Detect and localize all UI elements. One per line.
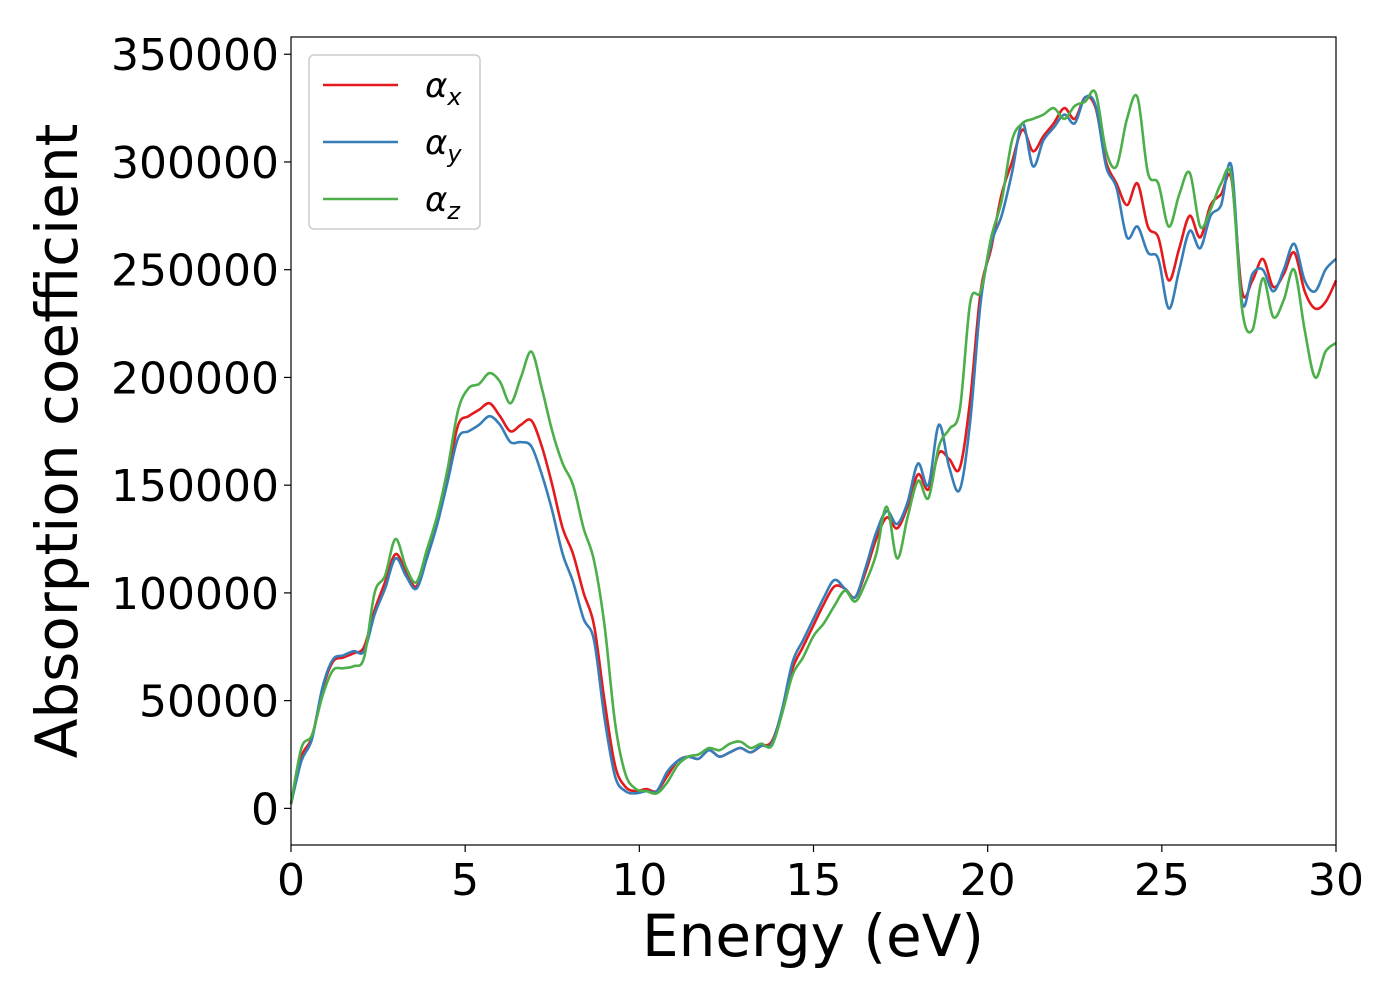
series-line-x [289, 95, 1338, 805]
y-tick-label: 50000 [139, 677, 279, 728]
x-tick-label: 10 [611, 855, 667, 906]
x-axis: 0 5 10 15 20 25 30 [277, 845, 1364, 906]
y-tick-label: 150000 [111, 461, 279, 512]
x-axis-title: Energy (eV) [642, 902, 984, 970]
y-tick-label: 0 [251, 784, 279, 835]
series-line-z [289, 89, 1337, 805]
y-axis-title: Absorption coefficient [23, 124, 91, 759]
x-tick-label: 20 [960, 855, 1016, 906]
x-tick-label: 30 [1308, 855, 1364, 906]
y-axis: 0 50000 100000 150000 200000 250000 300000 3500… [111, 30, 291, 835]
x-tick-label: 5 [451, 855, 479, 906]
y-tick-label: 100000 [111, 569, 279, 620]
x-tick-label: 25 [1134, 855, 1190, 906]
series-line-y [289, 94, 1337, 805]
y-tick-label: 250000 [111, 246, 279, 297]
y-tick-label: 350000 [111, 30, 279, 81]
x-tick-label: 15 [786, 855, 842, 906]
plot-series-group [289, 89, 1338, 805]
y-tick-label: 300000 [111, 138, 279, 189]
x-tick-label: 0 [277, 855, 305, 906]
y-tick-label: 200000 [111, 353, 279, 404]
